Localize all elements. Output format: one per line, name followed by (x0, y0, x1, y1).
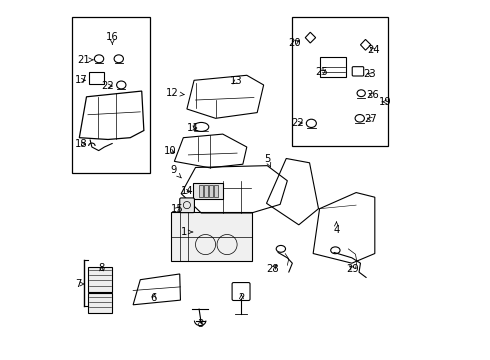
Bar (209, 185, 213, 197)
FancyBboxPatch shape (193, 183, 223, 199)
Text: 4: 4 (333, 222, 340, 235)
Text: 9: 9 (170, 165, 181, 178)
Text: 24: 24 (367, 45, 380, 55)
Text: 26: 26 (366, 90, 379, 100)
Text: 29: 29 (346, 264, 359, 274)
Text: 21: 21 (77, 55, 93, 65)
Text: 7: 7 (75, 279, 84, 289)
FancyBboxPatch shape (172, 212, 252, 261)
Text: 6: 6 (150, 293, 157, 303)
Text: 1: 1 (181, 227, 193, 237)
Bar (204, 185, 208, 197)
Text: 12: 12 (166, 88, 185, 98)
Text: 19: 19 (378, 97, 391, 107)
Text: 22: 22 (292, 118, 304, 128)
Text: 14: 14 (181, 186, 194, 197)
Text: 15: 15 (171, 204, 184, 214)
Bar (292, 17, 389, 146)
Text: 3: 3 (197, 319, 203, 329)
Text: 2: 2 (238, 293, 245, 303)
Text: 13: 13 (230, 76, 243, 86)
Text: 20: 20 (288, 38, 301, 48)
Text: 5: 5 (264, 154, 270, 167)
Text: 17: 17 (75, 75, 88, 85)
FancyBboxPatch shape (88, 267, 112, 292)
Text: 23: 23 (364, 69, 376, 79)
Text: 16: 16 (106, 32, 119, 44)
Bar (72, 17, 150, 173)
Text: 22: 22 (101, 81, 114, 91)
FancyBboxPatch shape (180, 198, 195, 213)
Text: 27: 27 (364, 114, 377, 124)
Bar (214, 185, 218, 197)
Text: 10: 10 (163, 145, 176, 156)
FancyBboxPatch shape (88, 293, 112, 313)
Text: 8: 8 (98, 263, 105, 273)
Text: 11: 11 (187, 123, 199, 133)
Text: 25: 25 (316, 67, 328, 77)
Text: 18: 18 (75, 139, 88, 149)
Bar (199, 185, 203, 197)
Text: 28: 28 (267, 264, 279, 274)
